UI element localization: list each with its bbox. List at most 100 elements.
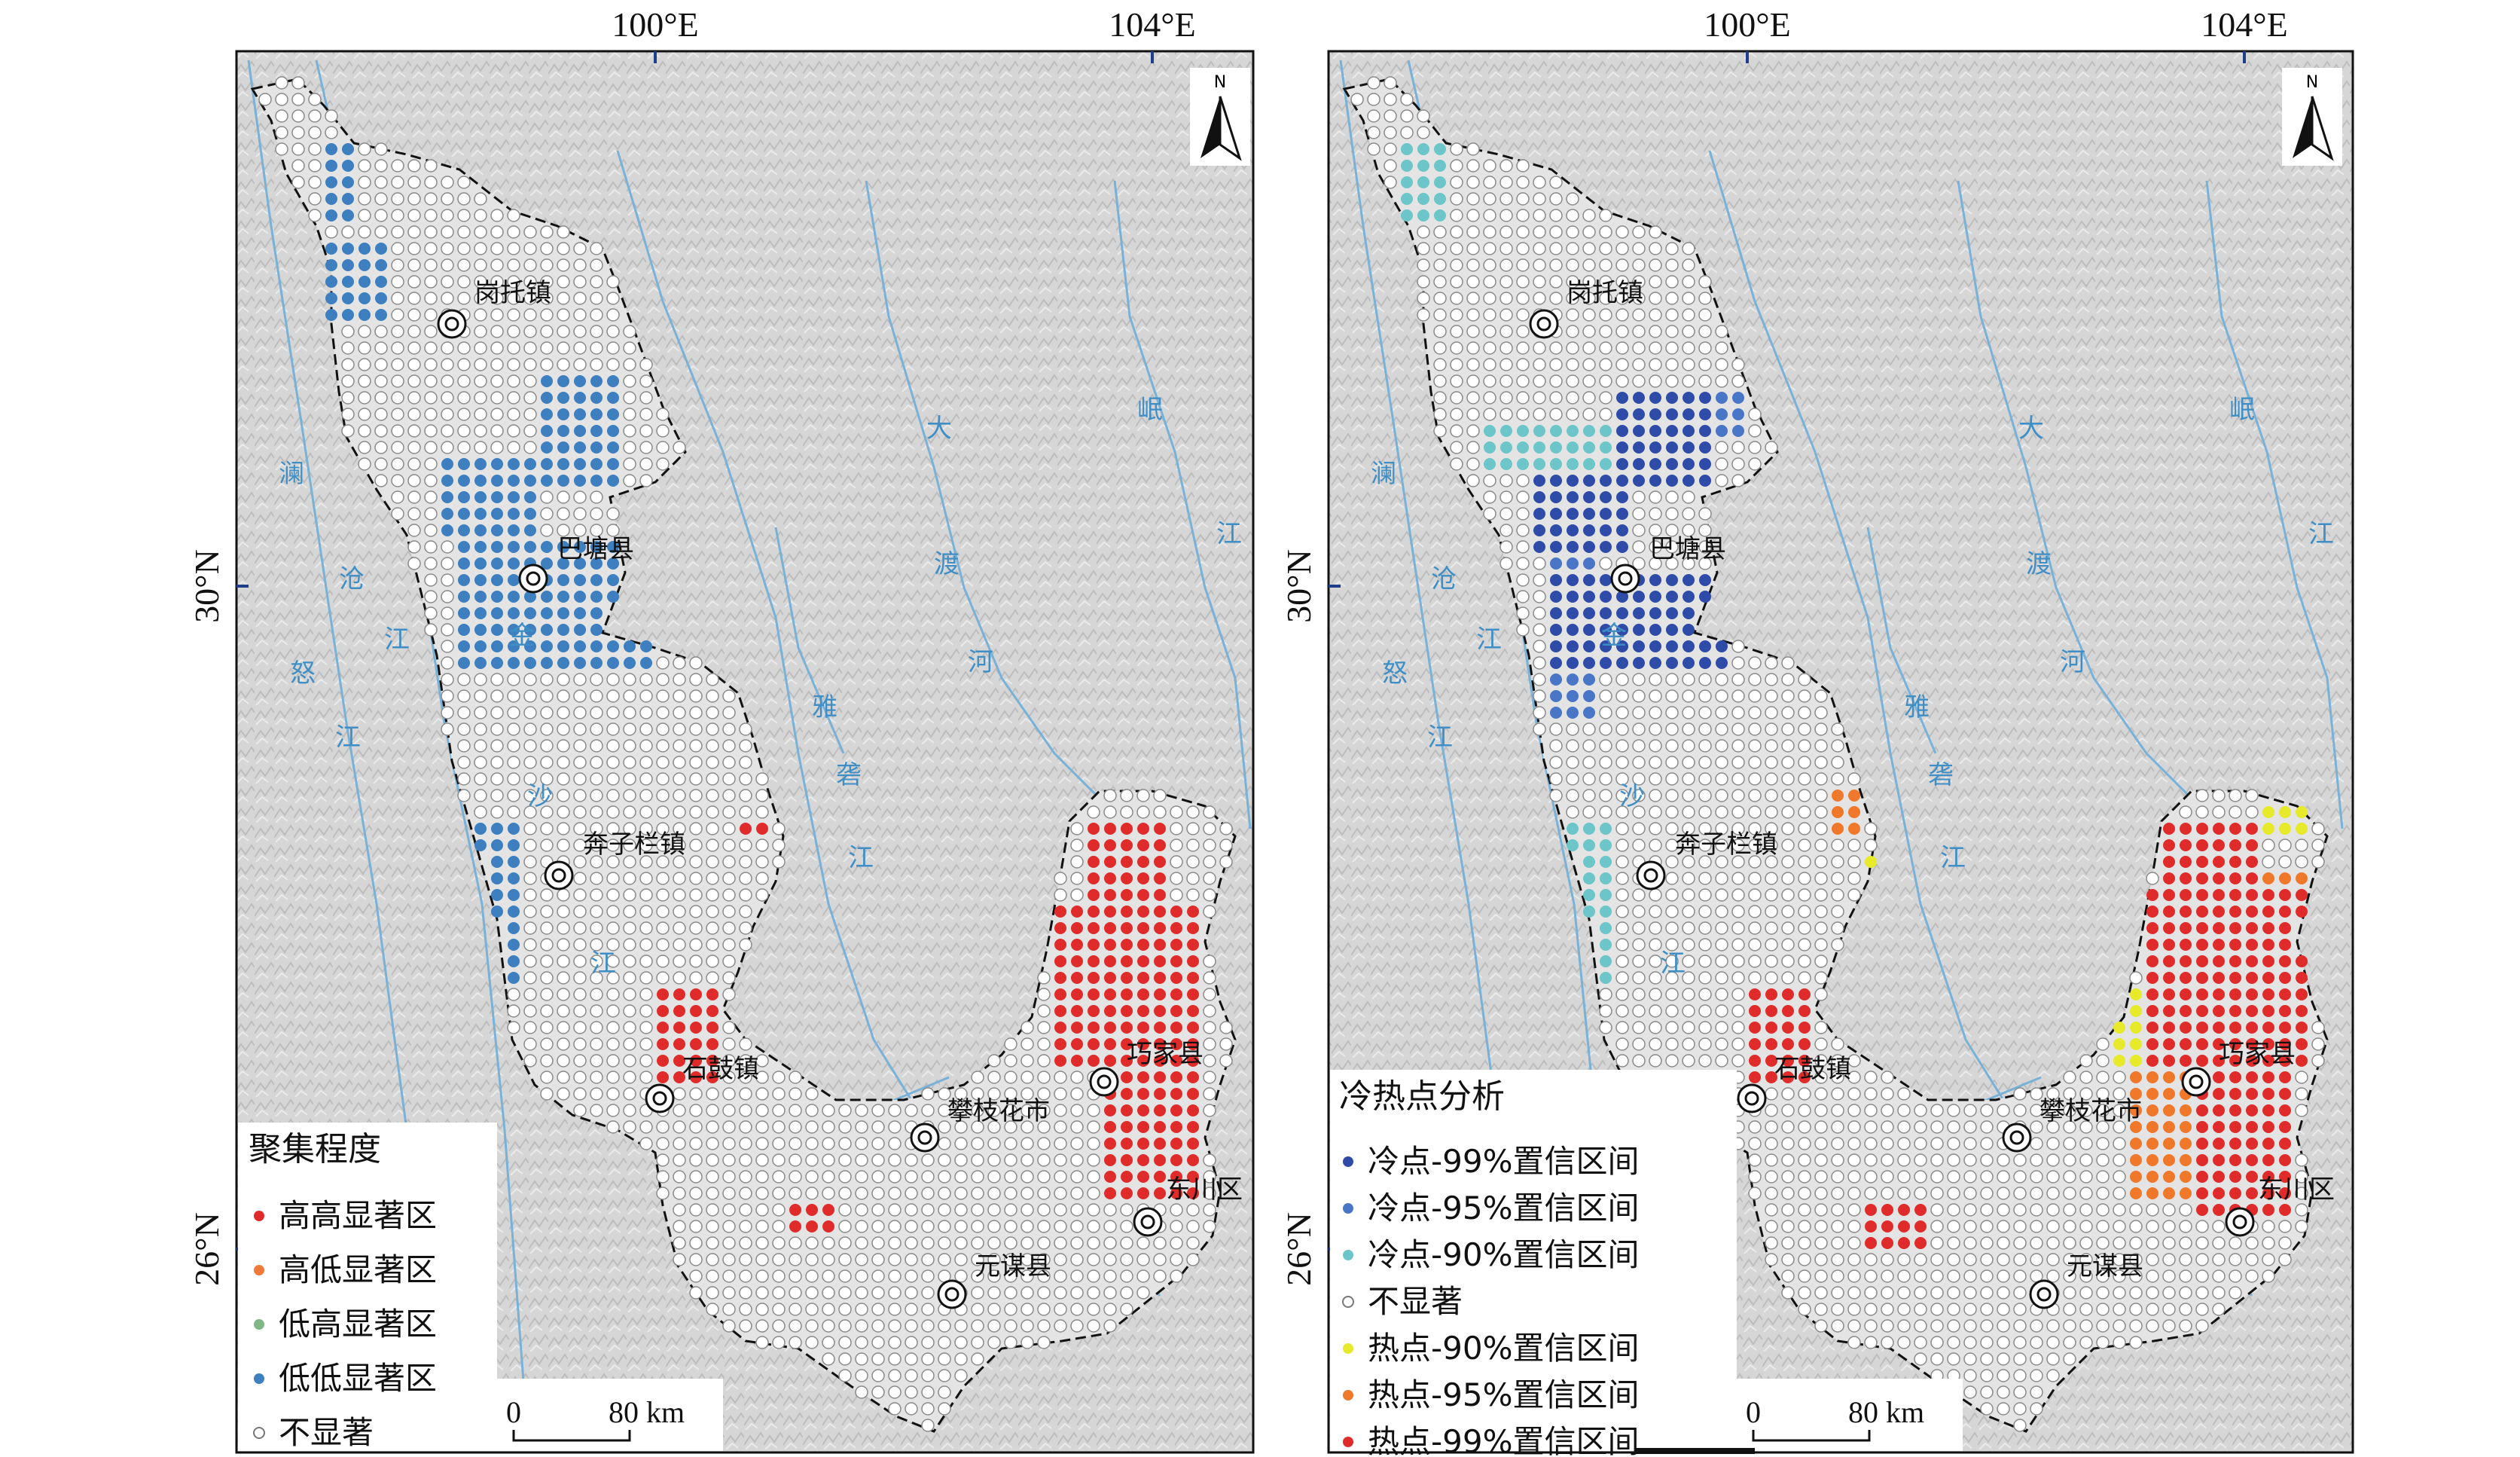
grid-dot — [1698, 938, 1712, 951]
grid-dot — [1980, 1385, 1994, 1399]
grid-dot — [1516, 524, 1530, 537]
grid-dot — [938, 1352, 951, 1366]
grid-dot — [590, 392, 603, 404]
grid-dot — [1550, 441, 1562, 454]
grid-dot — [325, 143, 337, 155]
grid-dot — [524, 508, 536, 520]
grid-dot — [1632, 805, 1646, 819]
grid-dot — [508, 657, 520, 669]
grid-dot — [325, 209, 337, 221]
grid-dot — [1153, 789, 1167, 802]
grid-dot — [1071, 1022, 1083, 1034]
grid-dot — [441, 242, 454, 255]
place-marker-icon — [1610, 564, 1640, 594]
grid-dot — [2262, 1269, 2275, 1283]
grid-dot — [2146, 1269, 2159, 1283]
grid-dot — [2196, 1005, 2208, 1017]
place-marker-icon — [1529, 309, 1559, 339]
grid-dot — [1699, 640, 1711, 652]
grid-dot — [490, 689, 504, 703]
grid-dot — [2180, 1022, 2192, 1034]
grid-dot — [2196, 1204, 2208, 1216]
grid-dot — [706, 1220, 719, 1233]
grid-dot — [1715, 1021, 1728, 1034]
grid-dot — [1121, 906, 1133, 918]
grid-dot — [1566, 192, 1579, 206]
grid-dot — [2279, 1121, 2291, 1133]
grid-dot — [1632, 358, 1646, 371]
grid-dot — [2146, 1171, 2158, 1183]
grid-dot — [938, 1170, 951, 1184]
grid-dot — [1814, 1120, 1828, 1134]
grid-dot — [291, 176, 305, 189]
grid-dot — [1121, 1104, 1133, 1116]
grid-dot — [1170, 1104, 1182, 1116]
grid-dot — [971, 1236, 984, 1250]
grid-dot — [424, 308, 438, 322]
grid-dot — [657, 1055, 669, 1067]
grid-dot — [689, 938, 703, 951]
grid-dot — [1632, 1004, 1646, 1018]
grid-dot — [590, 358, 603, 371]
grid-dot — [1914, 1303, 1927, 1316]
grid-dot — [1104, 988, 1116, 1000]
grid-dot — [523, 971, 537, 985]
grid-dot — [1616, 491, 1628, 503]
grid-dot — [755, 838, 769, 852]
grid-dot — [871, 1352, 885, 1366]
grid-dot — [1831, 1170, 1844, 1184]
grid-dot — [606, 756, 620, 769]
grid-dot — [1881, 1137, 1894, 1150]
grid-dot — [1483, 209, 1496, 222]
grid-dot — [772, 1187, 786, 1200]
grid-dot — [1103, 1286, 1117, 1300]
grid-dot — [2246, 1088, 2258, 1100]
grid-dot — [1187, 988, 1199, 1000]
grid-dot — [2229, 1038, 2241, 1050]
grid-dot — [1583, 557, 1595, 570]
grid-dot — [2296, 955, 2308, 967]
grid-dot — [557, 507, 570, 521]
grid-dot — [1633, 657, 1645, 669]
grid-dot — [921, 1153, 935, 1167]
grid-dot — [623, 424, 636, 438]
grid-dot — [507, 408, 520, 421]
grid-dot — [424, 524, 438, 537]
grid-dot — [1417, 225, 1430, 239]
grid-dot — [508, 640, 520, 652]
grid-dot — [1583, 823, 1595, 835]
grid-dot — [557, 1087, 570, 1101]
grid-dot — [457, 673, 471, 686]
grid-dot — [656, 789, 670, 802]
grid-dot — [1103, 1236, 1117, 1250]
grid-dot — [623, 689, 636, 703]
grid-dot — [1566, 772, 1579, 786]
river-label-dadu-2: 渡 — [2026, 549, 2052, 579]
grid-dot — [374, 341, 388, 355]
grid-dot — [1583, 541, 1595, 553]
grid-dot — [1170, 922, 1182, 934]
grid-dot — [2146, 1187, 2158, 1199]
grid-dot — [1021, 1153, 1034, 1167]
grid-dot — [1466, 408, 1480, 421]
grid-dot — [1549, 341, 1563, 355]
grid-dot — [2030, 1253, 2043, 1266]
grid-dot — [1831, 838, 1844, 852]
grid-dot — [1997, 1170, 2010, 1184]
grid-dot — [2246, 922, 2258, 934]
river-label-dadu-3: 河 — [968, 647, 993, 677]
grid-dot — [458, 508, 470, 520]
grid-dot — [1550, 690, 1562, 702]
grid-dot — [342, 193, 354, 205]
grid-dot — [1021, 1021, 1034, 1034]
grid-dot — [623, 822, 636, 835]
grid-dot — [574, 408, 586, 420]
grid-dot — [1649, 458, 1661, 470]
grid-dot — [1154, 1121, 1166, 1133]
legend-item-label: 高高显著区 — [279, 1197, 437, 1234]
grid-dot — [1897, 1187, 1911, 1200]
grid-dot — [1615, 673, 1629, 686]
grid-dot — [573, 1037, 587, 1051]
grid-dot — [706, 722, 719, 736]
grid-dot — [2246, 1121, 2258, 1133]
